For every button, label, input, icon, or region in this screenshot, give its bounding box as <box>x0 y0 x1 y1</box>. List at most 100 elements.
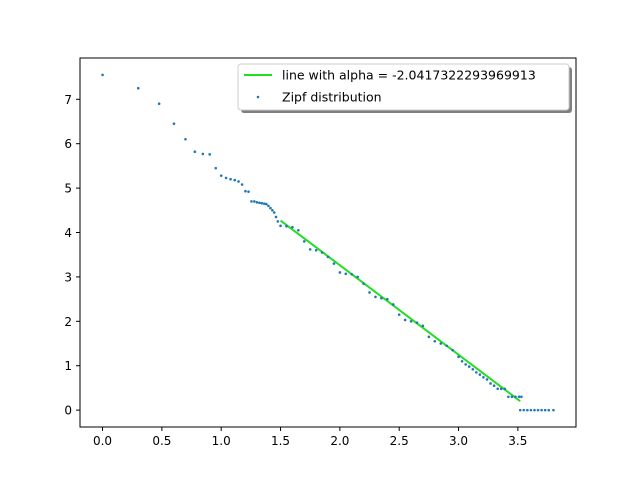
data-point <box>247 190 250 193</box>
data-point <box>464 363 467 366</box>
data-point <box>433 339 437 343</box>
data-point <box>344 272 348 276</box>
data-point <box>229 177 232 181</box>
data-point <box>350 272 354 276</box>
data-point <box>391 303 395 306</box>
data-point <box>492 384 496 388</box>
y-tick-label: 3 <box>64 270 72 284</box>
data-point <box>380 296 383 300</box>
data-point <box>547 408 551 412</box>
data-point <box>308 248 312 251</box>
data-point <box>517 395 521 399</box>
data-point <box>507 395 510 399</box>
legend-entry-scatter: Zipf distribution <box>282 90 382 105</box>
data-point <box>536 408 540 412</box>
data-point <box>518 408 522 412</box>
data-point <box>237 180 240 183</box>
data-point <box>403 318 407 322</box>
data-point <box>271 209 274 212</box>
data-point <box>297 228 300 232</box>
data-point <box>136 86 140 90</box>
x-tick-label: 0.0 <box>93 434 112 448</box>
data-point <box>279 224 282 228</box>
y-tick-label: 1 <box>64 359 72 373</box>
data-point <box>386 297 389 301</box>
legend-entry-line: line with alpha = -2.0417322293969913 <box>282 68 536 83</box>
data-point <box>397 313 401 316</box>
data-point <box>540 408 543 412</box>
data-point <box>439 342 443 345</box>
data-point <box>332 262 336 265</box>
data-point <box>489 382 492 385</box>
data-point <box>522 408 526 412</box>
data-point <box>356 275 359 279</box>
data-point <box>314 248 318 252</box>
legend-box <box>237 63 570 111</box>
data-point <box>543 408 547 412</box>
data-point <box>291 225 294 229</box>
data-point <box>499 387 503 391</box>
data-point <box>201 152 205 156</box>
y-tick-label: 2 <box>64 315 72 329</box>
data-point <box>510 395 514 399</box>
x-tick-label: 1.0 <box>212 434 231 448</box>
data-point <box>302 240 306 243</box>
data-point <box>467 365 471 368</box>
data-point <box>529 408 533 412</box>
y-axis: 0 1 2 3 4 5 6 7 <box>64 93 80 418</box>
data-point <box>326 255 330 259</box>
data-point <box>478 373 482 376</box>
data-point <box>214 166 218 170</box>
data-point <box>552 408 555 412</box>
legend: line with alpha = -2.0417322293969913 Zi… <box>237 63 572 113</box>
data-point <box>233 178 237 182</box>
data-point <box>276 220 280 223</box>
data-point <box>485 378 489 381</box>
data-point <box>514 395 517 399</box>
data-point <box>374 295 377 299</box>
data-point <box>320 251 324 254</box>
data-point <box>208 153 211 156</box>
data-point <box>272 211 276 214</box>
data-point <box>520 395 523 399</box>
data-point <box>240 183 244 186</box>
data-point <box>475 371 478 374</box>
data-point <box>172 122 176 126</box>
data-point <box>260 201 264 205</box>
data-point <box>101 73 104 77</box>
data-point <box>267 204 270 208</box>
scatter-layer <box>101 73 555 412</box>
data-point <box>482 375 485 379</box>
data-point <box>224 176 228 180</box>
data-point <box>451 348 454 352</box>
data-point <box>274 215 278 219</box>
x-axis: 0.0 0.5 1.0 1.5 2.0 2.5 3.0 3.5 <box>93 427 527 448</box>
data-point <box>421 324 425 328</box>
data-point <box>445 344 448 348</box>
y-tick-label: 6 <box>64 137 72 151</box>
data-point <box>533 408 536 412</box>
fit-line <box>279 219 521 403</box>
data-point <box>338 271 342 274</box>
data-point <box>262 202 266 205</box>
data-point <box>258 201 261 205</box>
x-tick-label: 2.0 <box>330 434 349 448</box>
x-tick-label: 0.5 <box>152 434 171 448</box>
y-tick-label: 7 <box>64 93 72 107</box>
data-point <box>253 200 256 203</box>
x-tick-label: 3.5 <box>508 434 527 448</box>
data-point <box>457 355 460 359</box>
data-point <box>193 150 197 153</box>
data-point <box>526 408 529 412</box>
data-point <box>471 367 475 371</box>
x-tick-label: 2.5 <box>390 434 409 448</box>
data-point <box>496 387 499 391</box>
data-point <box>427 335 431 339</box>
fit-line-layer <box>279 219 521 403</box>
y-tick-label: 5 <box>64 182 72 196</box>
plot-frame <box>79 57 577 428</box>
data-point <box>269 206 272 210</box>
x-tick-label: 1.5 <box>271 434 290 448</box>
y-tick-label: 4 <box>64 226 72 240</box>
